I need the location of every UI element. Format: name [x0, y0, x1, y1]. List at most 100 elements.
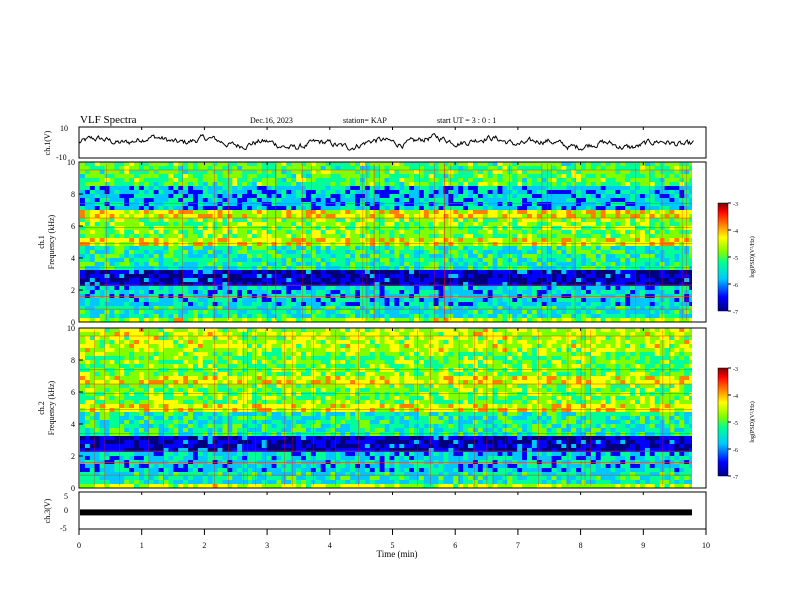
spectrogram-cell: [330, 182, 336, 187]
spectrogram-cell: [438, 238, 444, 243]
spectrogram-cell: [129, 270, 135, 275]
spectrogram-cell: [202, 242, 209, 247]
spectrogram-cell: [571, 234, 577, 239]
spectrogram-cell: [512, 218, 518, 223]
spectrogram-cell: [571, 166, 577, 171]
spectrogram-cell: [325, 266, 331, 271]
spectrogram-cell: [576, 222, 582, 227]
spectrogram-cell: [286, 258, 292, 263]
spectrogram-cell: [119, 178, 125, 183]
spectrogram-cell: [453, 210, 459, 215]
spectrogram-cell: [183, 182, 189, 187]
spectrogram-cell: [428, 262, 434, 267]
spectrogram-cell: [188, 286, 194, 291]
spectrogram-cell: [276, 238, 282, 243]
spectrogram-cell: [114, 234, 120, 239]
spectrogram-cell: [472, 178, 479, 183]
spectrogram-cell: [310, 282, 317, 287]
spectrogram-cell: [590, 182, 597, 187]
spectrogram-cell: [487, 194, 493, 199]
spectrogram-cell: [679, 278, 685, 283]
spectrogram-cell: [389, 286, 395, 291]
spectrogram-cell: [271, 218, 277, 223]
spectrogram-cell: [148, 318, 154, 323]
spectrogram-cell: [301, 162, 307, 167]
spectrogram-cell: [168, 242, 174, 247]
spectrogram-cell: [561, 286, 567, 291]
spectrogram-cell: [89, 166, 96, 171]
spectrogram-cell: [242, 198, 248, 203]
spectrogram-cell: [291, 282, 297, 287]
spectrogram-cell: [541, 262, 547, 267]
spectrogram-cell: [345, 210, 351, 215]
spectrogram-cell: [482, 194, 488, 199]
spectrogram-cell: [487, 206, 493, 211]
spectrogram-cell: [134, 286, 140, 291]
spectrogram-cell: [585, 230, 592, 235]
spectrogram-cell: [605, 290, 611, 295]
spectrogram-cell: [340, 290, 346, 295]
spectrogram-cell: [458, 222, 464, 227]
spectrogram-cell: [507, 182, 513, 187]
spectrogram-cell: [620, 222, 626, 227]
spectrogram-cell: [551, 182, 557, 187]
spectrogram-cell: [531, 202, 538, 207]
spectrogram-cell: [551, 186, 557, 191]
spectrogram-cell: [222, 222, 228, 227]
spectrogram-cell: [163, 270, 169, 275]
spectrogram-cell: [635, 298, 641, 303]
spectrogram-cell: [610, 186, 616, 191]
spectrogram-cell: [340, 230, 346, 235]
spectrogram-cell: [124, 198, 130, 203]
spectrogram-cell: [291, 298, 297, 303]
spectrogram-cell: [679, 246, 685, 251]
spectrogram-cell: [556, 298, 562, 303]
spectrogram-cell: [374, 290, 380, 295]
spectrogram-cell: [330, 242, 336, 247]
spectrogram-cell: [80, 270, 86, 275]
spectrogram-cell: [399, 194, 405, 199]
spectrogram-cell: [512, 162, 518, 167]
spectrogram-cell: [109, 254, 115, 259]
spectrogram-cell: [497, 238, 503, 243]
spectrogram-cell: [178, 250, 184, 255]
spectrogram-cell: [261, 198, 267, 203]
spectrogram-cell: [571, 250, 577, 255]
spectrogram-cell: [315, 218, 321, 223]
spectrogram-cell: [605, 286, 611, 291]
spectrogram-cell: [595, 306, 601, 311]
spectrogram-cell: [689, 242, 695, 247]
spectrogram-cell: [153, 162, 159, 167]
spectrogram-cell: [119, 238, 125, 243]
spectrogram-cell: [276, 182, 282, 187]
spectrogram-cell: [409, 194, 415, 199]
spectrogram-cell: [158, 302, 164, 307]
spectrogram-cell: [325, 186, 331, 191]
spectrogram-cell: [526, 318, 533, 323]
spectrogram-cell: [551, 302, 557, 307]
spectrogram-cell: [109, 282, 115, 287]
spectrogram-cell: [163, 186, 169, 191]
spectrogram-cell: [581, 174, 587, 179]
spectrogram-cell: [512, 270, 518, 275]
spectrogram-cell: [325, 302, 331, 307]
spectrogram-cell: [443, 182, 449, 187]
spectrogram-cell: [414, 270, 420, 275]
spectrogram-cell: [581, 190, 587, 195]
spectrogram-cell: [576, 306, 582, 311]
spectrogram-cell: [364, 302, 371, 307]
spectrogram-cell: [320, 162, 326, 167]
spectrogram-cell: [605, 210, 611, 215]
spectrogram-cell: [590, 174, 597, 179]
spectrogram-cell: [595, 206, 601, 211]
spectrogram-cell: [153, 194, 159, 199]
spectrogram-cell: [158, 222, 164, 227]
spectrogram-cell: [600, 182, 606, 187]
spectrogram-cell: [355, 318, 361, 323]
spectrogram-cell: [281, 202, 287, 207]
spectrogram-cell: [458, 290, 464, 295]
spectrogram-cell: [689, 190, 695, 195]
spectrogram-cell: [379, 198, 385, 203]
spectrogram-cell: [409, 162, 415, 167]
spectrogram-cell: [256, 186, 263, 191]
